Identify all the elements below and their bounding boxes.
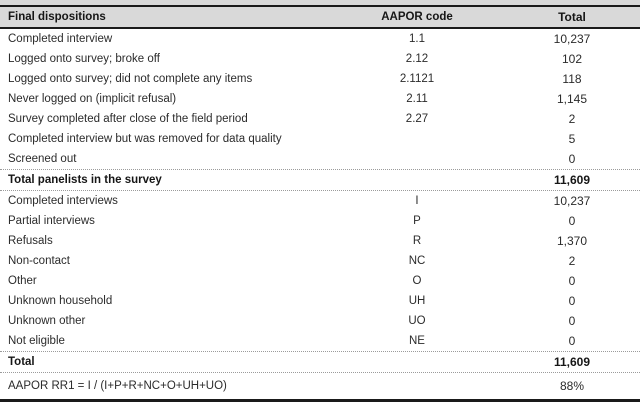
aapor-code-value: NC [408, 255, 426, 267]
table-row: Refusals R 1,370 [0, 231, 640, 251]
total-value: 0 [568, 152, 576, 166]
section-separator [0, 190, 640, 191]
column-header-final-dispositions: Final dispositions [8, 11, 106, 23]
aapor-code-value: 1.1 [409, 33, 425, 45]
aapor-category-rows: Completed interviews I 10,237 Partial inter… [0, 191, 640, 351]
disposition-label: Non-contact [8, 255, 71, 267]
table-row: Unknown other UO 0 [0, 311, 640, 331]
aapor-code-value: 2.11 [406, 93, 428, 105]
disposition-label: Unknown household [8, 295, 113, 307]
column-header-aapor-code: AAPOR code [381, 11, 453, 23]
table-row: Logged onto survey; broke off 2.12 102 [0, 49, 640, 69]
aapor-code-value: P [413, 215, 421, 227]
total-value: 1,145 [556, 92, 588, 106]
aapor-rr1-value: 88% [559, 379, 585, 393]
total-panelists-label: Total panelists in the survey [8, 174, 162, 186]
total-value: 1,370 [556, 234, 588, 248]
disposition-label: Logged onto survey; did not complete any… [8, 73, 253, 85]
table-row: Not eligible NE 0 [0, 331, 640, 351]
total-value: 10,237 [553, 194, 591, 208]
grand-total-value: 11,609 [553, 355, 591, 369]
aapor-rr1-formula: AAPOR RR1 = I / (I+P+R+NC+O+UH+UO) [8, 380, 227, 392]
table-row: Non-contact NC 2 [0, 251, 640, 271]
total-value: 0 [568, 314, 576, 328]
aapor-code-value: 2.27 [405, 113, 429, 125]
final-dispositions-rows: Completed interview 1.1 10,237 Logged onto … [0, 29, 640, 169]
aapor-code-value: 2.1121 [399, 73, 435, 85]
total-value: 0 [568, 334, 576, 348]
disposition-label: Partial interviews [8, 215, 95, 227]
grand-total-row: Total 11,609 [0, 352, 640, 372]
disposition-label: Completed interviews [8, 195, 118, 207]
table-row: Partial interviews P 0 [0, 211, 640, 231]
total-value: 2 [568, 112, 576, 126]
table-row: Completed interviews I 10,237 [0, 191, 640, 211]
aapor-rr1-row: AAPOR RR1 = I / (I+P+R+NC+O+UH+UO) 88% [0, 373, 640, 399]
column-header-total: Total [558, 10, 586, 24]
disposition-label: Other [8, 275, 37, 287]
disposition-label: Unknown other [8, 315, 86, 327]
header-top-rule [0, 5, 640, 7]
table-row: Completed interview 1.1 10,237 [0, 29, 640, 49]
disposition-label: Not eligible [8, 335, 65, 347]
section-separator [0, 169, 640, 170]
table-row: Unknown household UH 0 [0, 291, 640, 311]
disposition-label: Completed interview but was removed for … [8, 133, 282, 145]
total-value: 2 [568, 254, 576, 268]
disposition-label: Logged onto survey; broke off [8, 53, 160, 65]
table-row: Survey completed after close of the fiel… [0, 109, 640, 129]
total-value: 5 [568, 132, 576, 146]
aapor-code-value: UO [408, 315, 426, 327]
section-separator [0, 351, 640, 352]
disposition-label: Never logged on (implicit refusal) [8, 93, 177, 105]
aapor-code-value: NE [409, 335, 425, 347]
grand-total-label: Total [8, 356, 35, 368]
aapor-code-value: 2.12 [405, 53, 429, 65]
total-value: 0 [568, 214, 576, 228]
table-row: Never logged on (implicit refusal) 2.11 1,… [0, 89, 640, 109]
total-value: 0 [568, 274, 576, 288]
disposition-label: Refusals [8, 235, 53, 247]
table-header: Final dispositions AAPOR code Total [0, 7, 640, 27]
total-value: 118 [562, 72, 582, 86]
total-value: 10,237 [553, 32, 591, 46]
disposition-label: Completed interview [8, 33, 113, 45]
aapor-code-value: O [412, 275, 422, 287]
total-value: 0 [568, 294, 576, 308]
table-row: Logged onto survey; did not complete any… [0, 69, 640, 89]
total-panelists-row: Total panelists in the survey 11,609 [0, 170, 640, 190]
table-row: Other O 0 [0, 271, 640, 291]
aapor-code-value: UH [408, 295, 426, 307]
table-bottom-rule [0, 399, 640, 402]
header-bottom-rule [0, 27, 640, 29]
disposition-label: Screened out [8, 153, 77, 165]
aapor-code-value: R [412, 235, 422, 247]
disposition-label: Survey completed after close of the fiel… [8, 113, 248, 125]
table-row: Completed interview but was removed for … [0, 129, 640, 149]
table-top-strip [0, 0, 640, 5]
total-panelists-value: 11,609 [553, 173, 591, 187]
section-separator [0, 372, 640, 373]
total-value: 102 [561, 52, 583, 66]
aapor-code-value: I [415, 195, 419, 207]
table-row: Screened out 0 [0, 149, 640, 169]
